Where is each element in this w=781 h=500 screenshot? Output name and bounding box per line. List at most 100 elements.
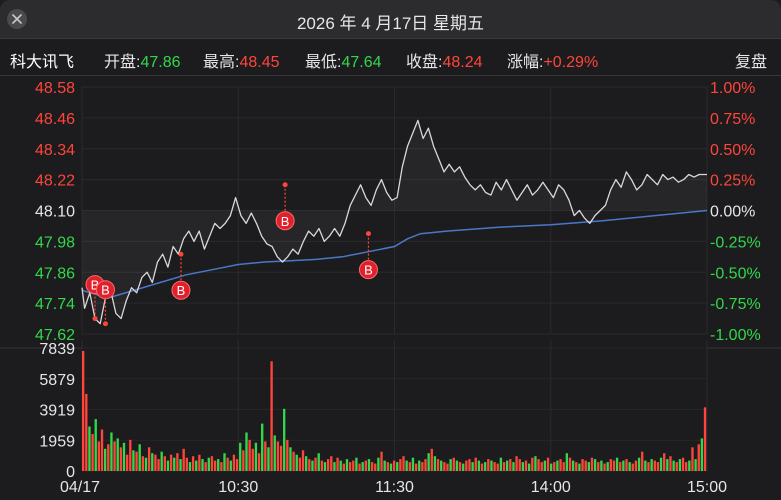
buy-marker: B: [95, 280, 115, 327]
volume-bar: [308, 459, 311, 471]
volume-bar: [116, 438, 119, 471]
volume-bar: [135, 451, 138, 471]
volume-bar: [615, 457, 619, 471]
volume-bar: [703, 407, 707, 471]
volume-bar: [700, 438, 704, 471]
volume-bar: [273, 435, 276, 471]
volume-tick-label: 3919: [39, 403, 75, 420]
volume-bar: [242, 450, 245, 471]
volume-bar: [94, 419, 97, 471]
price-tick-label: 48.46: [35, 111, 75, 128]
volume-bar: [213, 460, 217, 471]
volume-bar: [593, 459, 597, 471]
intraday-chart[interactable]: B B BBB 48.5848.4648.3448.2248.1047.9847.8…: [0, 76, 781, 500]
volume-bar: [185, 457, 188, 471]
volume-tick-label: 7839: [39, 341, 75, 358]
volume-bar: [188, 462, 192, 471]
marker-dot: [365, 231, 371, 237]
volume-bar: [257, 453, 261, 471]
high-value: 48.45: [239, 54, 280, 71]
buy-marker: B: [275, 182, 295, 231]
volume-bar: [484, 462, 487, 471]
volume-bar: [462, 463, 465, 471]
volume-bar: [468, 459, 471, 471]
window-title: 2026 年 4 月17日 星期五: [296, 14, 485, 33]
volume-bar: [490, 460, 493, 471]
volume-bar: [264, 441, 267, 471]
volume-bar: [245, 432, 248, 471]
time-axis-label: 10:30: [218, 479, 258, 496]
volume-bar: [374, 463, 377, 471]
volume-bar: [524, 460, 528, 471]
volume-bar: [301, 450, 305, 471]
volume-bar: [666, 459, 669, 471]
volume-bar: [537, 459, 540, 471]
volume-bar: [430, 448, 433, 471]
volume-bar: [314, 457, 317, 471]
close-button[interactable]: [7, 9, 27, 29]
volume-bar: [210, 456, 214, 471]
volume-bar: [487, 459, 490, 471]
volume-bar: [125, 454, 129, 471]
volume-bar: [534, 456, 537, 471]
volume-bar: [465, 460, 468, 471]
volume-bar: [565, 453, 569, 471]
volume-bar: [411, 457, 415, 471]
volume-bar: [198, 454, 201, 471]
volume-bar: [663, 453, 666, 471]
volume-bar: [320, 460, 324, 471]
price-tick-label: 47.86: [35, 265, 75, 282]
volume-bar: [499, 457, 503, 471]
volume-bar: [377, 457, 380, 471]
volume-bar: [248, 439, 251, 471]
volume-bar: [590, 457, 594, 471]
volume-bar: [575, 462, 578, 471]
volume-bar: [474, 457, 477, 471]
volume-bar: [191, 456, 195, 471]
volume-bar: [540, 462, 543, 471]
volume-bar: [619, 462, 622, 471]
volume-bar: [546, 457, 550, 471]
volume-bar: [333, 462, 336, 471]
volume-bar: [509, 459, 512, 471]
volume-bar: [154, 454, 157, 471]
percent-tick-label: 0.50%: [710, 142, 755, 159]
close-label: 收盘:: [406, 54, 443, 71]
volume-bar: [527, 463, 531, 471]
volume-bar: [370, 462, 374, 471]
volume-bar: [647, 462, 650, 471]
volume-bar: [568, 457, 572, 471]
volume-tick-label: 5879: [39, 372, 75, 389]
volume-bar: [477, 460, 481, 471]
volume-bar: [330, 456, 333, 471]
close-x-icon: [12, 14, 22, 24]
volume-bar: [100, 429, 104, 471]
volume-bar: [279, 445, 283, 471]
volume-bar: [113, 441, 116, 471]
volume-bar: [502, 462, 506, 471]
volume-bar: [342, 463, 346, 471]
volume-bar: [386, 462, 389, 471]
open-price-item: 开盘:47.86: [104, 48, 181, 72]
volume-bar: [584, 460, 587, 471]
high-label: 最高:: [203, 54, 240, 71]
marker-dot: [102, 321, 108, 327]
adjust-button[interactable]: 复盘: [734, 54, 767, 71]
trade-markers: B B BBB: [85, 182, 378, 327]
volume-bar: [433, 456, 437, 471]
volume-bar: [612, 460, 616, 471]
volume-bar: [292, 451, 295, 471]
volume-bar: [571, 460, 575, 471]
marker-label: B: [91, 278, 100, 293]
volume-bar: [295, 454, 298, 471]
volume-bar: [323, 462, 327, 471]
percent-tick-label: 1.00%: [710, 80, 755, 97]
volume-bar: [389, 463, 393, 471]
marker-label: B: [364, 263, 373, 278]
volume-bar: [226, 457, 229, 471]
volume-bar: [91, 434, 94, 471]
volume-bar: [166, 460, 170, 471]
volume-bar: [606, 462, 609, 471]
volume-bar: [675, 462, 678, 471]
volume-bar: [122, 442, 126, 471]
